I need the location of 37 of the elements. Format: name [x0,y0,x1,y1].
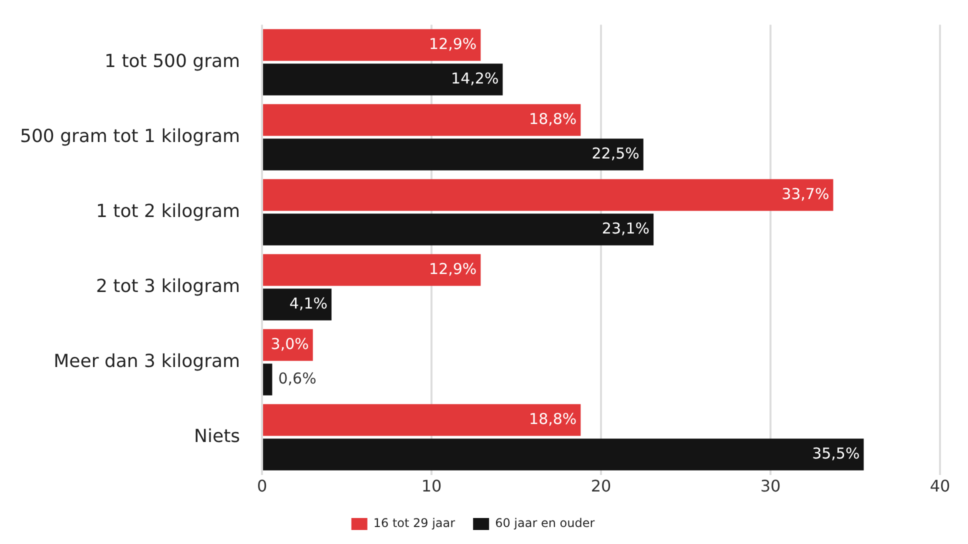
data-label: 0,6% [278,369,316,388]
data-label: 12,9% [429,260,477,278]
data-label: 18,8% [529,410,577,428]
bar [263,364,272,396]
y-tick-label: 1 tot 2 kilogram [96,200,240,222]
bar [263,179,834,211]
data-label: 3,0% [270,334,309,353]
y-tick-label: Niets [194,426,240,447]
data-label: 35,5% [812,444,860,462]
bar [263,254,481,286]
data-label: 4,1% [289,294,328,312]
bar [263,214,654,246]
bar [263,104,581,136]
bar [263,29,481,61]
data-label: 23,1% [602,219,650,238]
x-tick-label: 30 [760,476,781,496]
bar [263,288,332,320]
data-label: 12,9% [429,34,477,53]
data-label: 18,8% [529,110,577,128]
bar [263,329,313,361]
bar [263,64,503,96]
x-tick-label: 10 [421,476,442,496]
legend-label: 60 jaar en ouder [495,516,595,530]
data-label: 33,7% [782,184,830,203]
y-tick-label: 2 tot 3 kilogram [96,276,240,297]
data-label: 14,2% [451,69,499,88]
x-tick-label: 0 [256,476,268,496]
y-tick-label: 500 gram tot 1 kilogram [20,126,240,147]
data-label: 22,5% [592,144,640,162]
y-tick-label: Meer dan 3 kilogram [54,350,240,372]
bar [263,138,644,170]
y-tick-label: 1 tot 500 gram [104,50,240,72]
legend-label: 16 tot 29 jaar [373,516,456,530]
x-tick-label: 40 [930,476,950,496]
bar [263,438,864,470]
bar [263,404,581,436]
x-tick-label: 20 [590,476,612,496]
